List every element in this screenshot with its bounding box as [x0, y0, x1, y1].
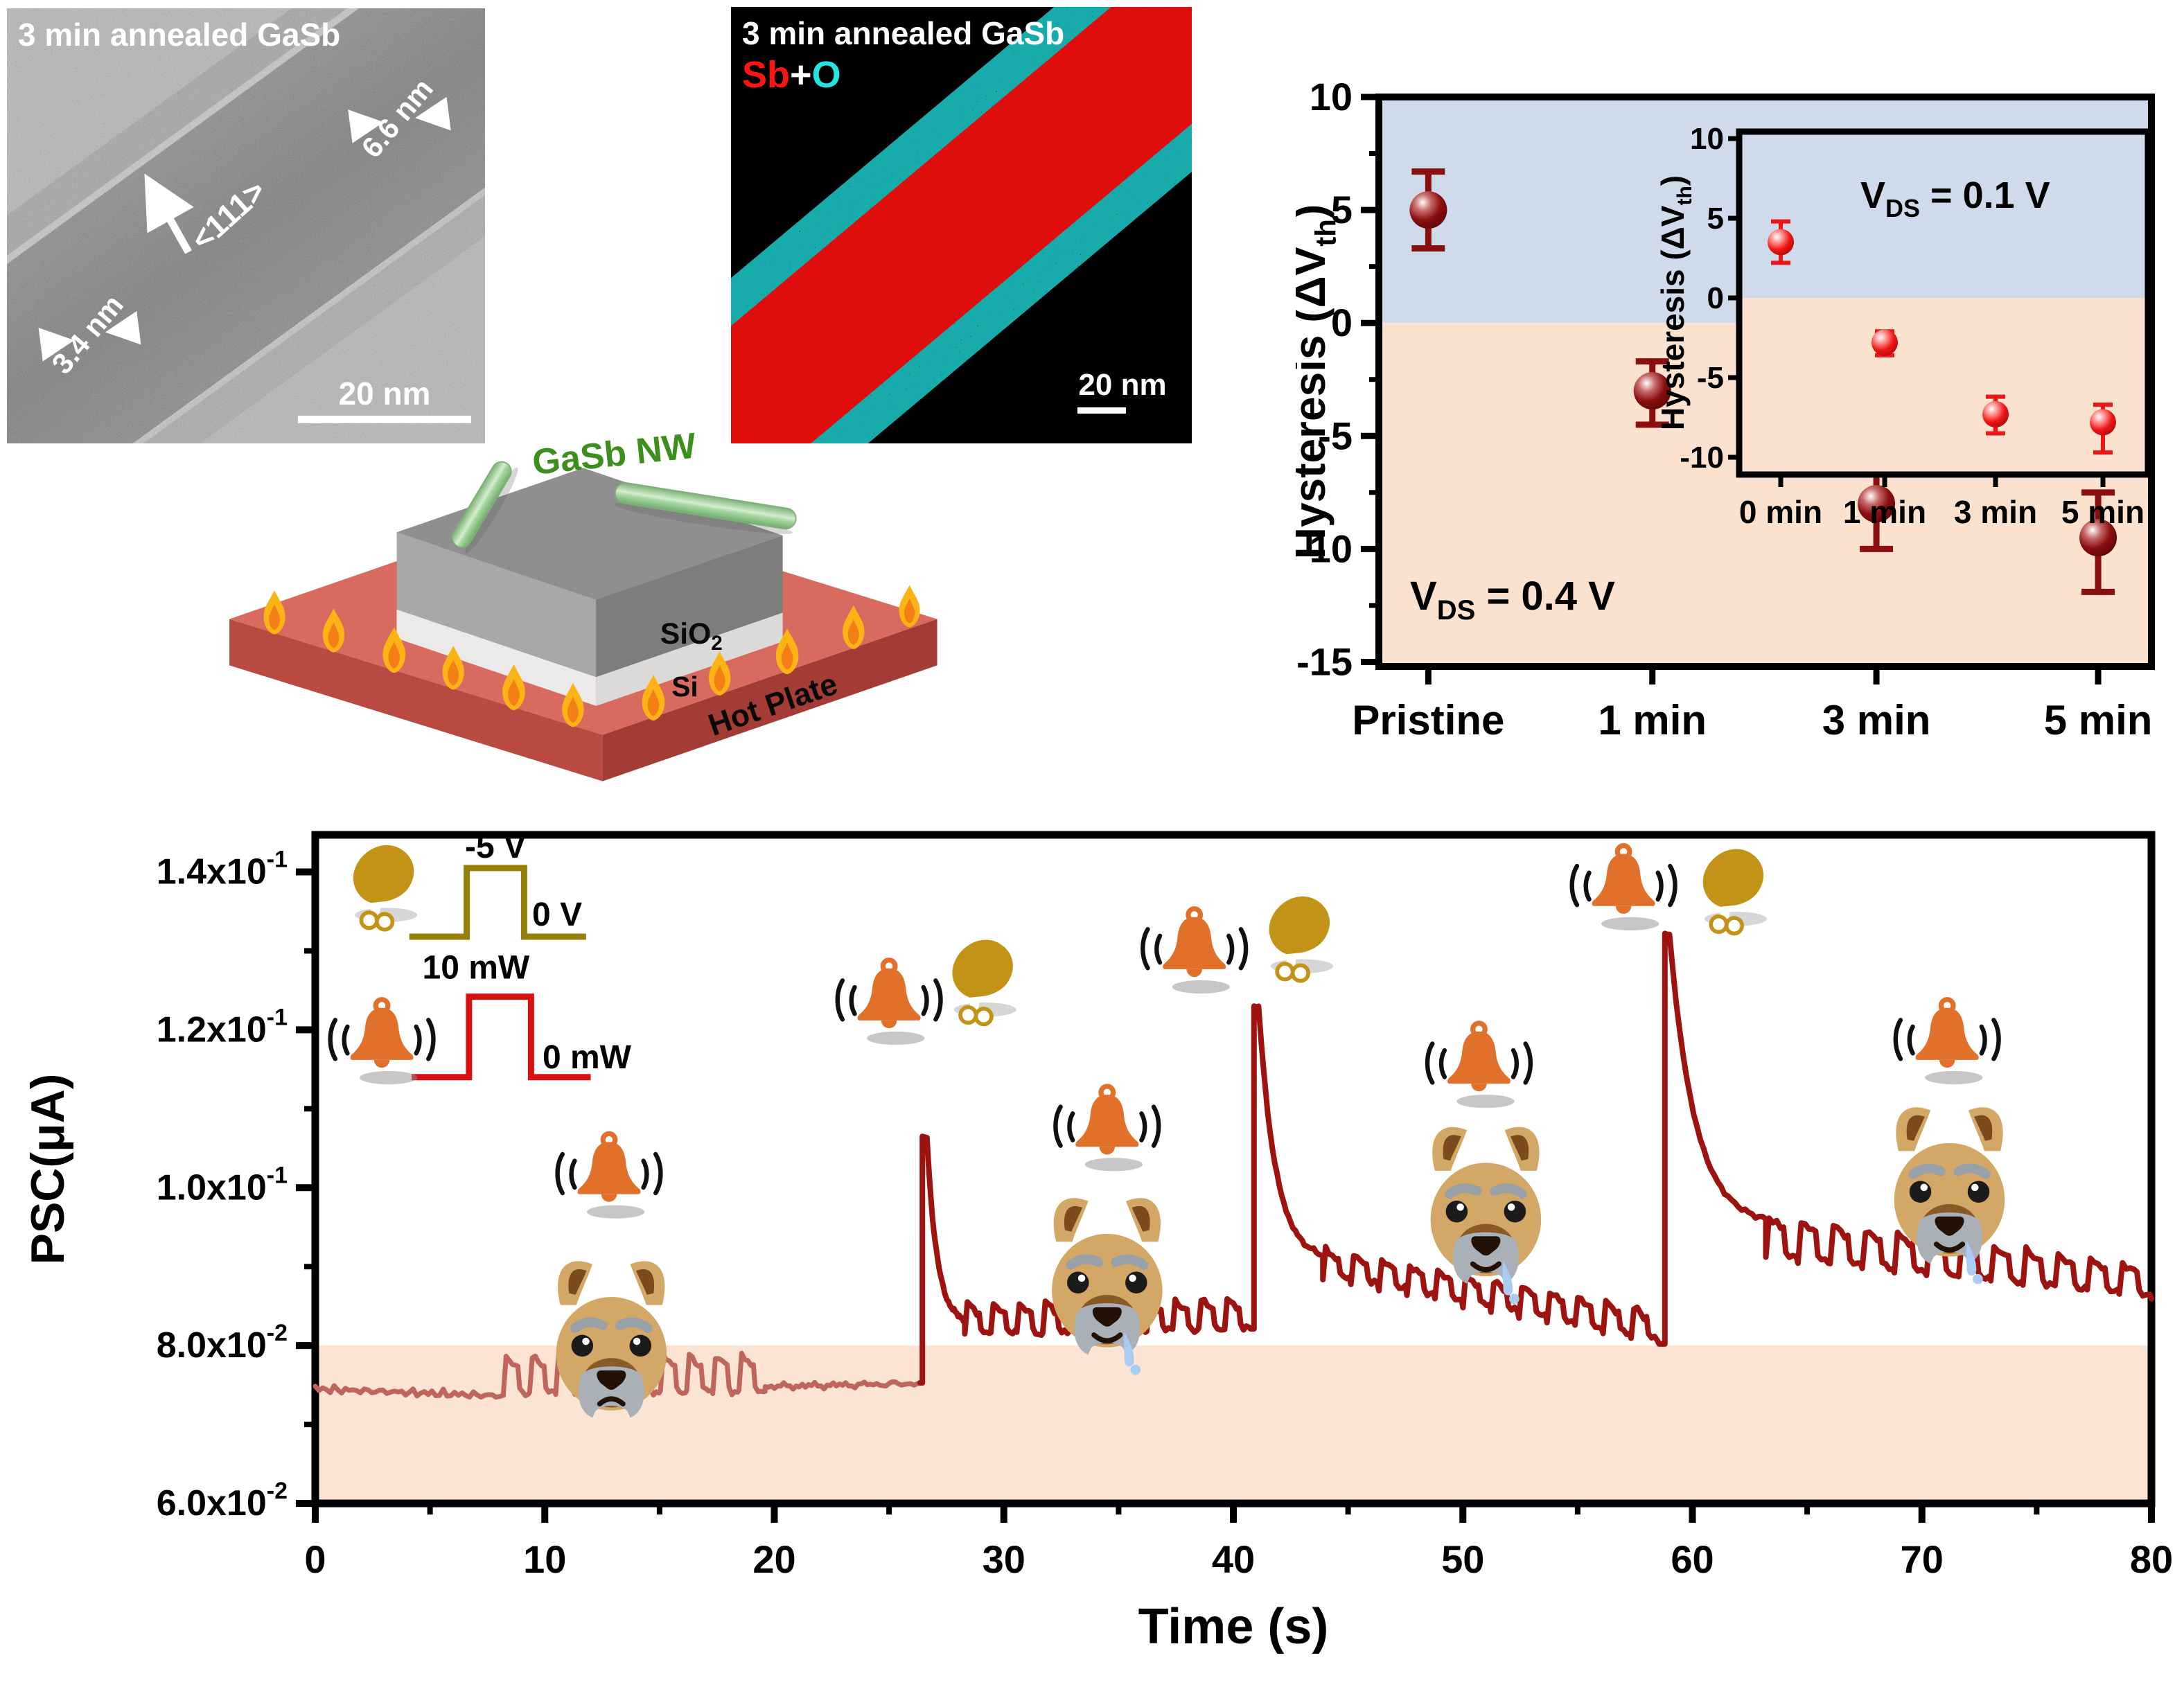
hysteresis-chart: 10 5 0 -5 -10 -15 Pristine 1 min 3 min 5 min Hyste… — [1296, 0, 2184, 752]
svg-text:1 min: 1 min — [1598, 697, 1707, 743]
tem-panel: 3 min annealed GaSb 6.6 nm <111> 3.4 nm … — [7, 8, 485, 443]
svg-text:VDS = 0.4 V: VDS = 0.4 V — [1410, 574, 1615, 626]
hotplate-front-left — [229, 619, 603, 781]
psc-chart: 1.4x10-1 1.2x10-1 1.0x10-1 8.0x10-2 6.0x10-2… — [0, 797, 2184, 1687]
hysteresis-axes: 10 5 0 -5 -10 -15 Pristine 1 min 3 min 5 min — [1296, 75, 2155, 743]
tem-direction-arrow — [144, 173, 194, 254]
sio2-left-face — [396, 532, 597, 678]
sio2-right-face — [596, 535, 783, 678]
svg-text:0: 0 — [304, 1537, 326, 1581]
drumstick-icon — [928, 928, 1035, 1034]
hysteresis-inset: 10 5 0 -5 -10 0 min 1 min 3 min 5 min Hysteresis … — [1655, 122, 2151, 530]
eds-nanowire-map — [731, 7, 1192, 443]
svg-text:80: 80 — [2130, 1537, 2173, 1581]
svg-text:30: 30 — [983, 1537, 1025, 1581]
bell-icon — [1572, 846, 1675, 930]
bell-icon — [1055, 1086, 1159, 1171]
svg-text:0 mW: 0 mW — [543, 1039, 632, 1076]
drumstick-icon — [1680, 838, 1786, 944]
svg-text:0 min: 0 min — [1739, 494, 1822, 530]
eds-scalebar — [1077, 407, 1126, 414]
si-left-face — [396, 609, 597, 706]
svg-text:20: 20 — [752, 1537, 795, 1581]
svg-text:5 min: 5 min — [2044, 697, 2153, 743]
svg-text:70: 70 — [1901, 1537, 1944, 1581]
tem-grain-overlay — [7, 8, 485, 443]
eds-legend: Sb+O — [742, 54, 841, 96]
nanowire-1 — [451, 461, 518, 554]
svg-text:60: 60 — [1671, 1537, 1714, 1581]
svg-text:3 min: 3 min — [1822, 697, 1931, 743]
bell-icon — [1427, 1023, 1531, 1108]
light-pulse — [412, 993, 591, 1081]
svg-text:1.4x10-1: 1.4x10-1 — [157, 847, 288, 892]
eds-scalebar-label: 20 nm — [1078, 368, 1166, 402]
svg-text:5: 5 — [1707, 202, 1724, 236]
bell-icon — [558, 1133, 661, 1218]
svg-text:-10: -10 — [1680, 441, 1724, 475]
hotplate-front-right — [602, 619, 937, 781]
svg-text:Hysteresis (ΔVth): Hysteresis (ΔVth) — [1655, 175, 1696, 430]
svg-text:-15: -15 — [1296, 639, 1353, 683]
eds-panel: 3 min annealed GaSb Sb+O 20 nm — [731, 7, 1192, 443]
svg-text:-10: -10 — [1296, 527, 1353, 570]
eds-title: 3 min annealed GaSb — [742, 15, 1064, 51]
psc-xlabel: Time (s) — [1138, 1599, 1329, 1654]
svg-text:50: 50 — [1441, 1537, 1484, 1581]
sio2-label: SiO2 — [660, 617, 723, 655]
svg-text:-5: -5 — [1697, 361, 1724, 395]
svg-text:Hysteresis (ΔVth): Hysteresis (ΔVth) — [1296, 204, 1341, 560]
psc-ylabel: PSC(μA) — [21, 1074, 74, 1265]
tem-title: 3 min annealed GaSb — [18, 17, 340, 53]
nanowire-label: GaSb NW — [531, 426, 699, 483]
gate-pulse — [409, 865, 586, 940]
svg-text:5: 5 — [1331, 188, 1353, 231]
svg-text:-5 V: -5 V — [465, 829, 526, 865]
svg-text:1.2x10-1: 1.2x10-1 — [157, 1004, 288, 1050]
svg-text:5 min: 5 min — [2061, 494, 2145, 530]
svg-text:10: 10 — [1310, 75, 1353, 118]
drumstick-icon — [330, 833, 437, 939]
svg-text:8.0x10-2: 8.0x10-2 — [157, 1320, 288, 1366]
svg-text:0: 0 — [1707, 281, 1724, 315]
svg-text:1 min: 1 min — [1843, 494, 1926, 530]
svg-text:10 mW: 10 mW — [423, 949, 530, 986]
tem-scalebar — [298, 416, 471, 423]
schematic-panel: GaSb NW SiO2 Si Hot Plate — [180, 426, 1019, 786]
svg-text:40: 40 — [1212, 1537, 1255, 1581]
bell-icon — [1143, 909, 1246, 993]
svg-text:Pristine: Pristine — [1352, 697, 1504, 743]
bell-icon — [331, 1000, 434, 1084]
bell-icon — [1896, 1000, 1999, 1084]
svg-text:1.0x10-1: 1.0x10-1 — [157, 1162, 288, 1208]
svg-text:0: 0 — [1331, 301, 1353, 344]
svg-text:VDS = 0.1 V: VDS = 0.1 V — [1860, 175, 2050, 222]
si-label: Si — [671, 671, 698, 703]
psc-axes: 1.4x10-1 1.2x10-1 1.0x10-1 8.0x10-2 6.0x10-2… — [157, 831, 2173, 1581]
svg-text:6.0x10-2: 6.0x10-2 — [157, 1478, 288, 1523]
svg-text:10: 10 — [523, 1537, 566, 1581]
svg-text:3 min: 3 min — [1954, 494, 2037, 530]
nanowire-2 — [614, 482, 797, 534]
bell-icon — [838, 960, 941, 1045]
svg-text:0 V: 0 V — [532, 897, 582, 933]
svg-text:-5: -5 — [1318, 414, 1353, 457]
si-right-face — [596, 612, 783, 706]
drumstick-icon — [1246, 885, 1353, 991]
tem-scalebar-label: 20 nm — [339, 376, 431, 412]
psc-pulse-diagrams: -5 V0 V10 mW 0 mW — [409, 829, 632, 1081]
svg-text:10: 10 — [1690, 122, 1724, 156]
